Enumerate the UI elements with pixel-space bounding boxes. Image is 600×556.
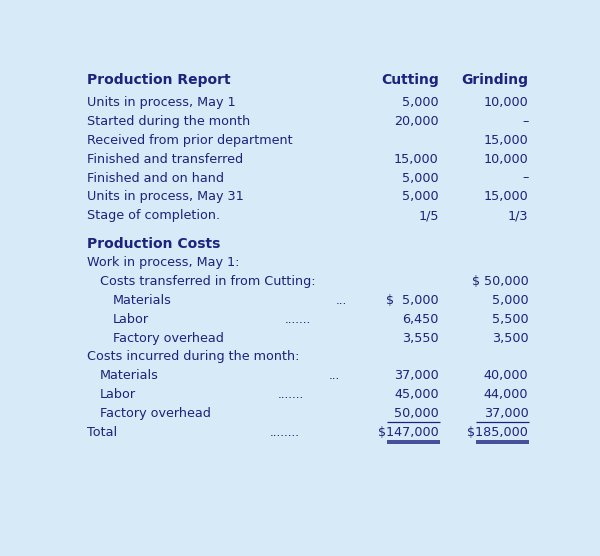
Text: 6,450: 6,450 bbox=[402, 313, 439, 326]
Text: Finished and transferred: Finished and transferred bbox=[86, 153, 243, 166]
Text: Grinding: Grinding bbox=[461, 73, 529, 87]
Text: 5,000: 5,000 bbox=[402, 190, 439, 203]
Text: 37,000: 37,000 bbox=[394, 369, 439, 383]
Text: 15,000: 15,000 bbox=[484, 134, 529, 147]
Text: Units in process, May 1: Units in process, May 1 bbox=[86, 96, 235, 109]
Text: Costs incurred during the month:: Costs incurred during the month: bbox=[86, 350, 299, 364]
Text: 20,000: 20,000 bbox=[394, 115, 439, 128]
Text: $185,000: $185,000 bbox=[467, 426, 529, 439]
Text: ...: ... bbox=[329, 369, 340, 383]
Text: 15,000: 15,000 bbox=[394, 153, 439, 166]
Text: .......: ....... bbox=[278, 388, 304, 401]
Text: 5,000: 5,000 bbox=[492, 294, 529, 307]
Text: 5,500: 5,500 bbox=[492, 313, 529, 326]
Text: Production Costs: Production Costs bbox=[86, 237, 220, 251]
Text: 5,000: 5,000 bbox=[402, 96, 439, 109]
Text: 10,000: 10,000 bbox=[484, 96, 529, 109]
Text: 15,000: 15,000 bbox=[484, 190, 529, 203]
Text: Received from prior department: Received from prior department bbox=[86, 134, 292, 147]
Text: 37,000: 37,000 bbox=[484, 407, 529, 420]
Text: 3,550: 3,550 bbox=[402, 331, 439, 345]
Text: 45,000: 45,000 bbox=[394, 388, 439, 401]
Text: 40,000: 40,000 bbox=[484, 369, 529, 383]
Text: Units in process, May 31: Units in process, May 31 bbox=[86, 190, 244, 203]
Text: ...: ... bbox=[335, 294, 347, 307]
Text: $147,000: $147,000 bbox=[378, 426, 439, 439]
Text: Costs transferred in from Cutting:: Costs transferred in from Cutting: bbox=[100, 275, 315, 288]
Text: Labor: Labor bbox=[113, 313, 149, 326]
Text: 1/3: 1/3 bbox=[508, 209, 529, 222]
Text: $  5,000: $ 5,000 bbox=[386, 294, 439, 307]
Text: 44,000: 44,000 bbox=[484, 388, 529, 401]
Text: Factory overhead: Factory overhead bbox=[100, 407, 211, 420]
Text: Started during the month: Started during the month bbox=[86, 115, 250, 128]
Text: Finished and on hand: Finished and on hand bbox=[86, 172, 224, 185]
Text: –: – bbox=[522, 115, 529, 128]
Text: Labor: Labor bbox=[100, 388, 136, 401]
Text: Production Report: Production Report bbox=[86, 73, 230, 87]
Text: 10,000: 10,000 bbox=[484, 153, 529, 166]
Text: Materials: Materials bbox=[113, 294, 172, 307]
Text: 3,500: 3,500 bbox=[492, 331, 529, 345]
Text: $ 50,000: $ 50,000 bbox=[472, 275, 529, 288]
Text: Materials: Materials bbox=[100, 369, 158, 383]
Text: Total: Total bbox=[86, 426, 117, 439]
Text: 50,000: 50,000 bbox=[394, 407, 439, 420]
Text: ........: ........ bbox=[269, 426, 299, 439]
Text: Work in process, May 1:: Work in process, May 1: bbox=[86, 256, 239, 269]
Text: 1/5: 1/5 bbox=[418, 209, 439, 222]
Text: .......: ....... bbox=[284, 313, 311, 326]
Text: –: – bbox=[522, 172, 529, 185]
Text: 5,000: 5,000 bbox=[402, 172, 439, 185]
Text: Factory overhead: Factory overhead bbox=[113, 331, 224, 345]
Text: Stage of completion.: Stage of completion. bbox=[86, 209, 220, 222]
Text: Cutting: Cutting bbox=[381, 73, 439, 87]
